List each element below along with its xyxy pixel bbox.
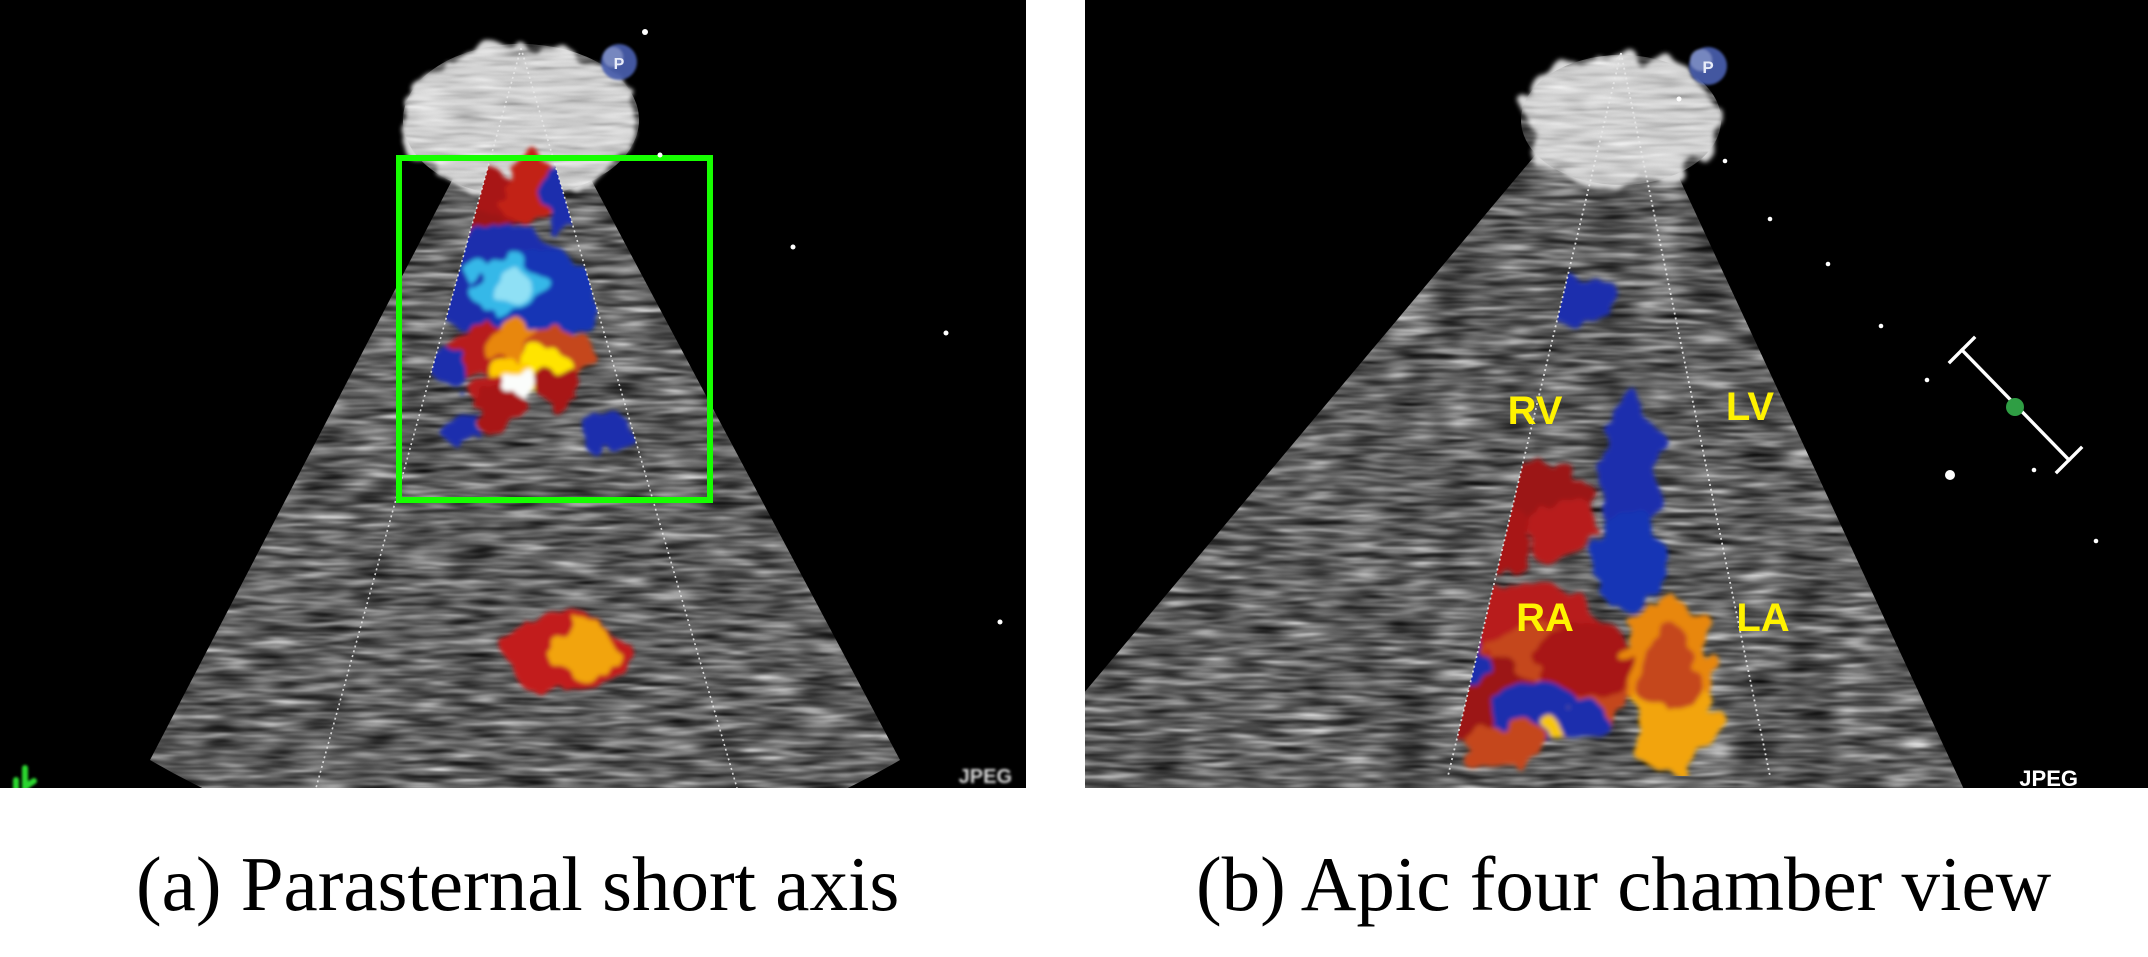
svg-text:RV: RV [1508,389,1563,433]
svg-text:LA: LA [1736,596,1789,640]
svg-text:JPEG: JPEG [2019,766,2078,788]
svg-text:P: P [614,56,625,73]
svg-text:JPEG: JPEG [959,766,1012,788]
svg-text:RA: RA [1516,596,1574,640]
svg-text:P: P [1702,58,1713,77]
svg-text:LV: LV [1726,385,1774,429]
